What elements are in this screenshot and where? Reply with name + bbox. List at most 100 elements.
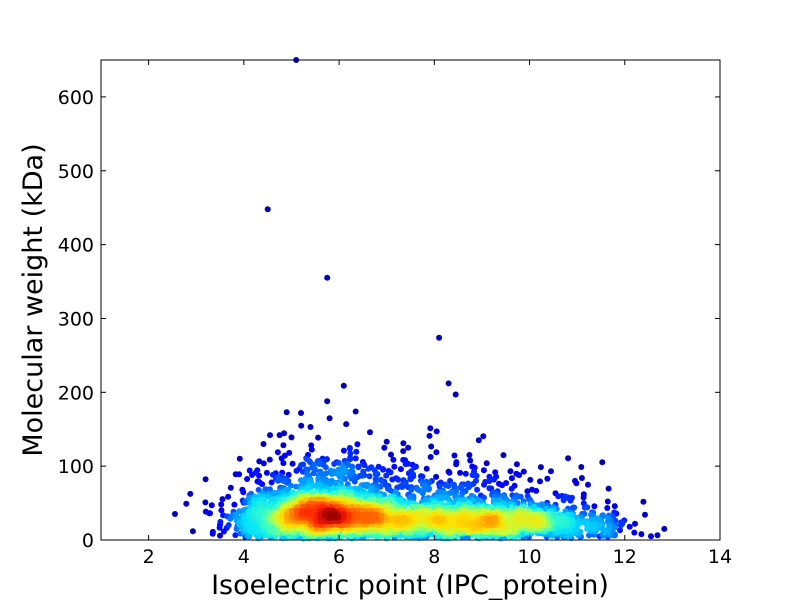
data-point: [216, 524, 223, 531]
data-point: [604, 498, 611, 505]
data-point: [448, 489, 455, 496]
data-point: [244, 476, 251, 482]
data-point: [267, 432, 273, 439]
data-point: [445, 380, 452, 387]
data-point: [289, 460, 296, 467]
y-tick-label: 500: [58, 161, 94, 183]
y-tick-label: 400: [58, 235, 94, 257]
data-point: [585, 481, 591, 488]
data-point: [573, 526, 580, 533]
data-point: [405, 460, 411, 467]
data-point: [268, 479, 275, 486]
data-point: [500, 493, 507, 500]
data-point: [343, 421, 350, 428]
data-point: [367, 429, 373, 436]
data-point: [457, 469, 464, 476]
data-point: [384, 485, 391, 492]
data-point: [466, 500, 473, 507]
data-point: [474, 486, 481, 493]
data-point: [347, 456, 354, 463]
data-point: [420, 488, 427, 495]
data-point: [236, 455, 243, 462]
data-point: [266, 456, 273, 463]
y-axis-title: Molecular weight (kDa): [18, 143, 49, 456]
data-point: [352, 408, 359, 415]
data-point: [578, 475, 585, 481]
y-tick-label: 600: [58, 87, 94, 109]
data-point: [488, 485, 495, 492]
data-point: [378, 477, 385, 484]
x-tick-label: 2: [143, 546, 155, 568]
data-point: [405, 444, 412, 451]
data-point: [225, 522, 232, 529]
data-point: [379, 466, 386, 472]
data-point: [391, 463, 398, 470]
data-point: [451, 452, 458, 459]
data-point: [395, 476, 402, 483]
data-point: [447, 477, 453, 484]
y-tick-label: 100: [58, 456, 94, 478]
data-point: [280, 460, 287, 467]
x-axis-title: Isoelectric point (IPC_protein): [211, 570, 609, 600]
data-point: [488, 517, 495, 524]
data-point: [231, 501, 238, 508]
data-point: [346, 444, 353, 451]
data-point: [433, 449, 440, 456]
data-point: [225, 493, 232, 500]
data-point: [565, 455, 572, 462]
data-point: [619, 520, 626, 527]
data-point: [507, 468, 514, 475]
data-point: [537, 478, 543, 485]
plot-frame: [100, 59, 721, 541]
data-point: [304, 470, 311, 477]
data-point: [311, 461, 318, 468]
data-point: [355, 464, 362, 471]
data-point: [315, 434, 322, 441]
data-point: [427, 425, 434, 432]
data-point: [480, 467, 487, 474]
data-point: [599, 459, 606, 466]
y-tick-label: 0: [82, 530, 94, 552]
data-point: [425, 486, 432, 493]
data-point: [499, 482, 506, 489]
data-point: [298, 422, 305, 429]
data-point: [567, 497, 574, 504]
data-point: [236, 471, 243, 478]
data-point: [227, 484, 234, 491]
data-point: [217, 532, 223, 539]
data-point: [466, 452, 473, 458]
data-point: [481, 494, 487, 501]
data-points: [172, 57, 668, 542]
data-point: [408, 486, 415, 493]
data-point: [475, 437, 482, 444]
data-point: [555, 518, 562, 525]
data-point: [490, 497, 497, 504]
data-point: [455, 500, 462, 507]
data-point: [353, 448, 360, 455]
data-point: [316, 460, 323, 467]
data-point: [283, 511, 290, 518]
data-point: [470, 471, 477, 478]
data-point: [433, 473, 440, 480]
data-point: [617, 527, 623, 534]
data-point: [366, 473, 373, 480]
data-point: [260, 460, 267, 467]
data-point: [462, 470, 469, 477]
data-point: [307, 424, 314, 430]
x-tick-label: 8: [428, 546, 440, 568]
data-point: [400, 440, 407, 447]
data-point: [452, 391, 459, 398]
data-point: [422, 496, 429, 503]
data-point: [288, 434, 295, 441]
data-point: [264, 206, 271, 213]
data-point: [392, 489, 399, 495]
data-point: [513, 470, 520, 477]
data-point: [400, 448, 407, 455]
data-point: [648, 533, 654, 540]
data-point: [529, 486, 535, 493]
data-point: [446, 469, 453, 476]
data-point: [309, 482, 316, 489]
data-point: [183, 500, 190, 507]
data-point: [406, 494, 413, 501]
